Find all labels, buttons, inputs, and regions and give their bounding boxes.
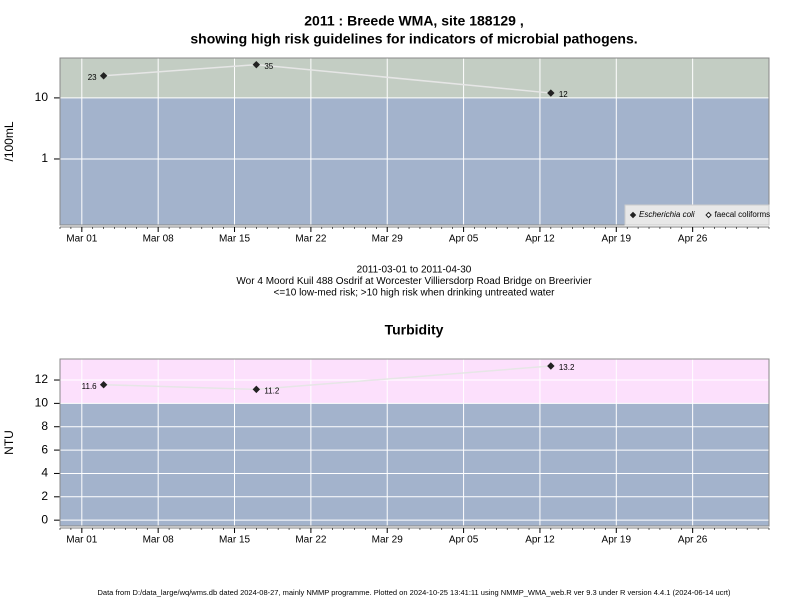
data-point: [99, 380, 108, 389]
footer: Data from D:/data_large/wq/wms.db dated …: [98, 588, 731, 597]
legend-marker: [629, 211, 637, 219]
x-tick-label: Mar 22: [295, 234, 327, 245]
legend-label: faecal coliforms: [715, 210, 771, 219]
legend: Escherichia coli faecal coliforms: [624, 204, 771, 226]
data-point: [252, 60, 261, 69]
data-label: 11.2: [264, 386, 280, 395]
data-point: [252, 385, 261, 394]
x-tick-label: Apr 26: [678, 535, 708, 546]
band-high: [60, 58, 769, 98]
y-tick-label: 10: [35, 90, 49, 104]
x-tick-label: Apr 12: [525, 234, 555, 245]
x-tick-label: Apr 12: [525, 535, 555, 546]
note: Wor 4 Moord Kuil 488 Osdrif at Worcester…: [236, 276, 592, 287]
y-tick-label: 10: [35, 396, 49, 410]
plot-frame: [59, 358, 770, 527]
data-point: [99, 72, 108, 80]
data-point: [547, 362, 555, 370]
y-tick-label: 2: [41, 489, 48, 503]
x-tick-label: Mar 29: [372, 535, 404, 546]
note: <=10 low-med risk; >10 high risk when dr…: [274, 288, 556, 299]
y-tick-label: 12: [35, 372, 49, 386]
x-tick-label: Mar 15: [219, 535, 251, 546]
data-label: 13.2: [559, 363, 575, 372]
chart-title: Turbidity: [385, 322, 444, 338]
y-tick-label: 1: [41, 151, 48, 165]
band-low: [60, 97, 769, 225]
chart-title: showing high risk guidelines for indicat…: [190, 31, 637, 47]
x-tick-label: Apr 05: [449, 535, 479, 546]
x-tick-label: Mar 29: [372, 234, 404, 245]
band-high: [60, 359, 769, 404]
note: 2011-03-01 to 2011-04-30: [357, 265, 472, 276]
plot-frame: [59, 57, 770, 226]
data-label: 23: [88, 73, 97, 82]
x-tick-label: Mar 08: [143, 234, 175, 245]
chart-title: 2011 : Breede WMA, site 188129 ,: [304, 13, 523, 29]
legend-label: Escherichia coli: [639, 210, 695, 219]
data-point: [547, 89, 555, 97]
x-tick-label: Mar 22: [295, 535, 327, 546]
legend-box: [624, 204, 770, 226]
y-tick-label: 0: [41, 512, 48, 526]
y-axis-label: /100mL: [2, 121, 16, 161]
x-tick-label: Mar 01: [66, 234, 98, 245]
data-label: 35: [264, 62, 273, 71]
band-low: [60, 403, 769, 526]
x-tick-label: Apr 05: [449, 234, 479, 245]
x-tick-label: Mar 08: [143, 535, 175, 546]
y-tick-label: 6: [41, 442, 48, 456]
x-tick-label: Mar 15: [219, 234, 251, 245]
x-tick-label: Apr 19: [602, 234, 632, 245]
legend-marker: [705, 211, 712, 219]
y-tick-label: 8: [41, 419, 48, 433]
x-tick-label: Apr 19: [602, 535, 632, 546]
y-tick-label: 4: [41, 466, 48, 480]
x-tick-label: Apr 26: [678, 234, 708, 245]
data-label: 11.6: [82, 382, 98, 391]
y-axis-label: NTU: [2, 430, 16, 455]
data-label: 12: [559, 90, 568, 99]
x-tick-label: Mar 01: [66, 535, 98, 546]
